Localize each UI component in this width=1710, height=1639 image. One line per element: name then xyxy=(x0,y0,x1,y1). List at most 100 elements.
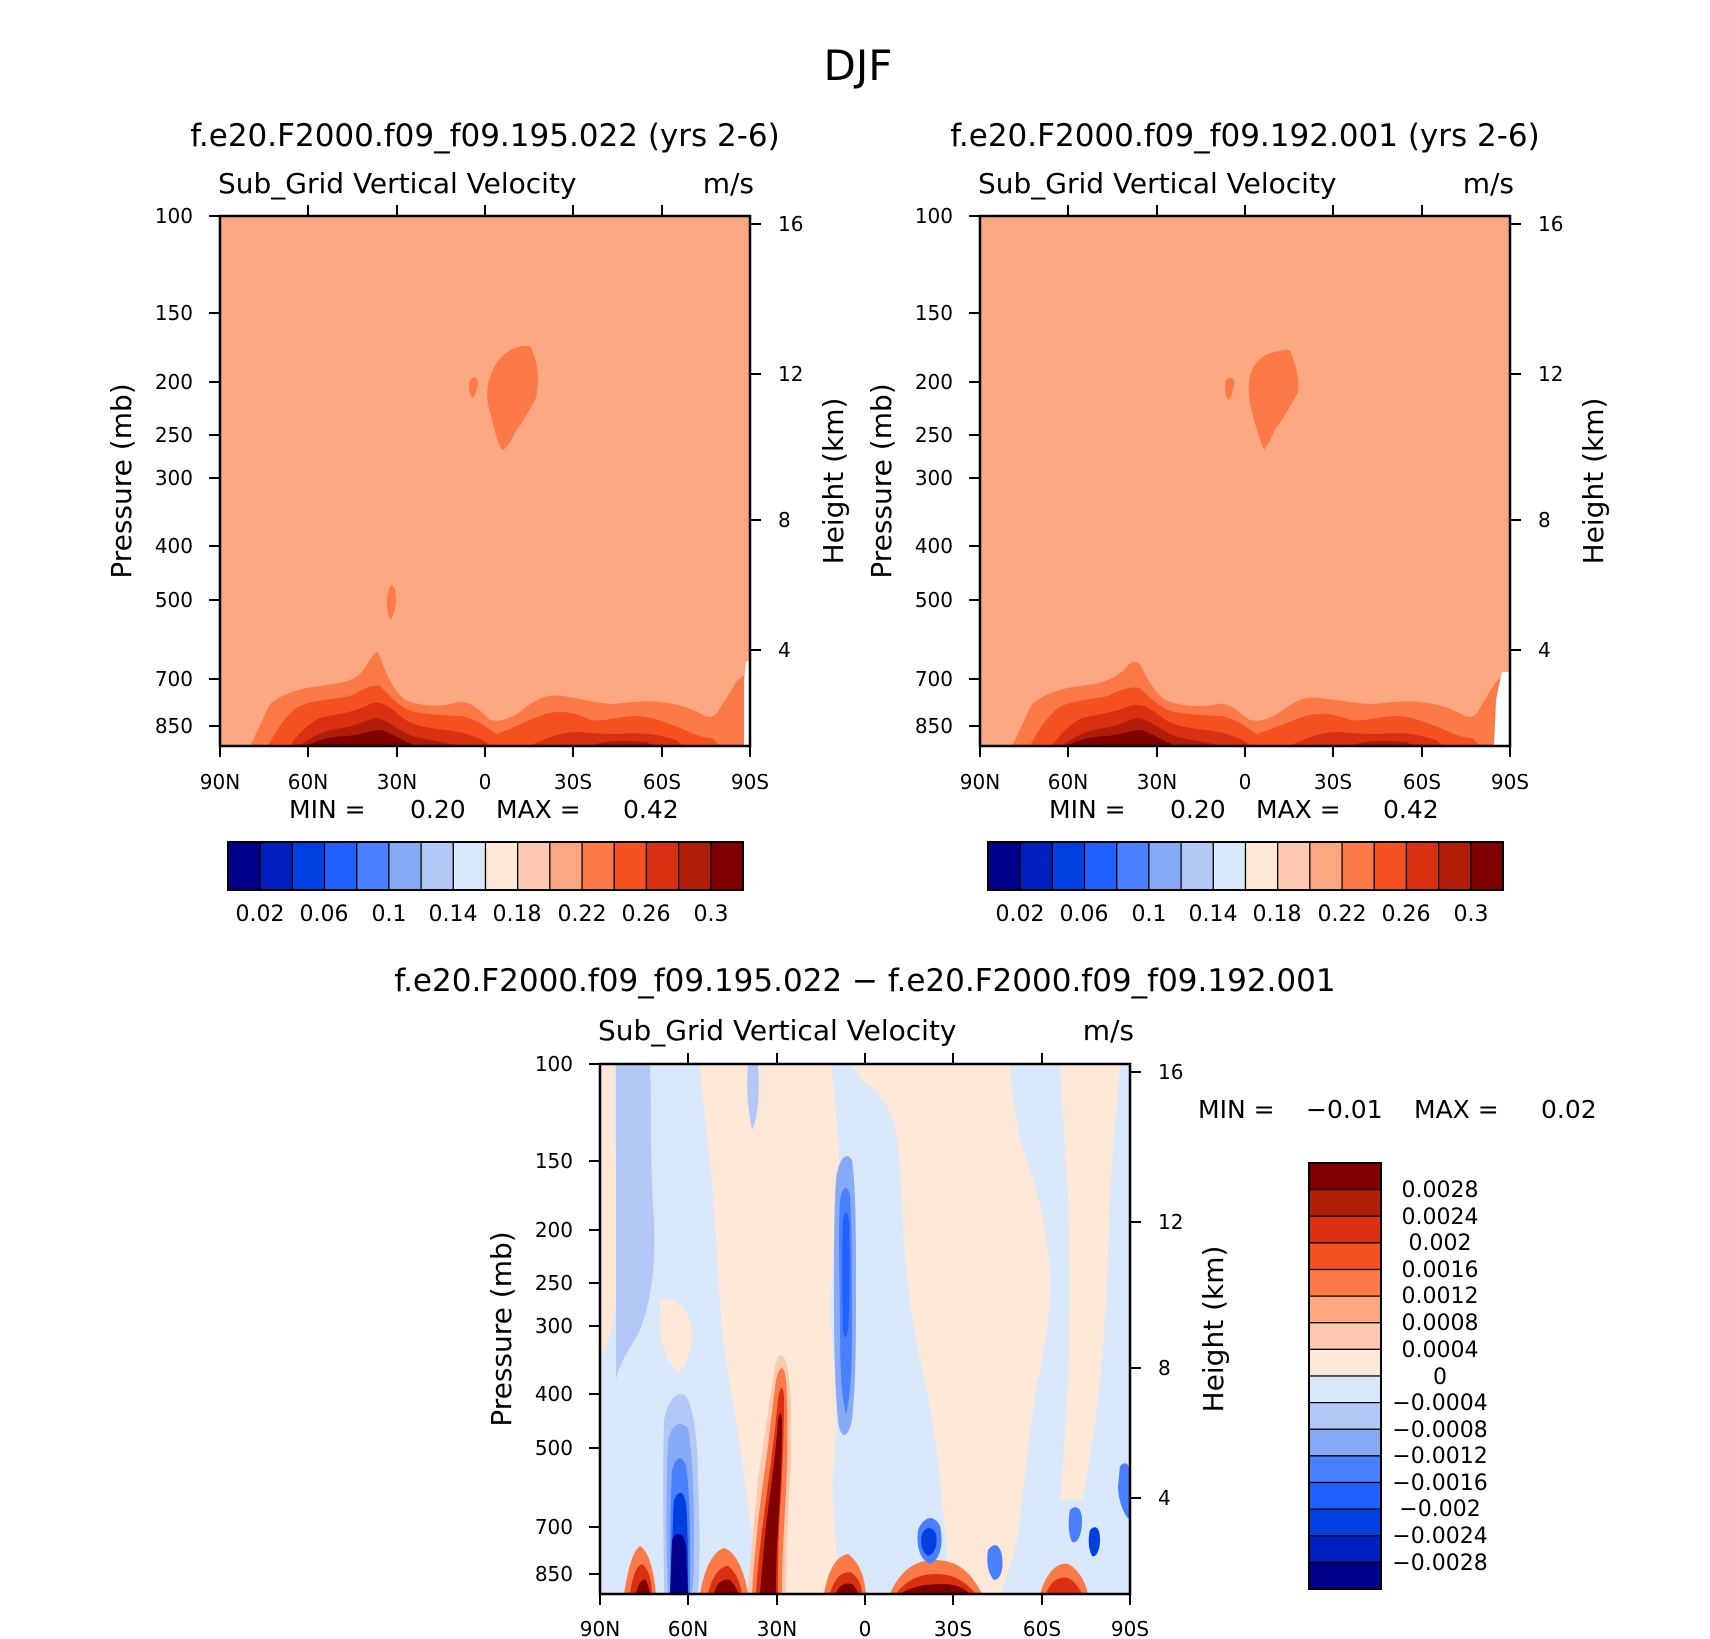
panel-b-colorbar xyxy=(987,841,1504,891)
x-tick-label: 90S xyxy=(731,770,769,794)
colorbar-tick-label: 0.14 xyxy=(1189,902,1238,927)
height-tick-label: 8 xyxy=(1158,1356,1171,1380)
colorbar-swatch xyxy=(1308,1242,1382,1271)
mid-blob xyxy=(387,585,396,620)
lower-band-5 xyxy=(1066,730,1176,746)
right-edge-white xyxy=(1494,672,1510,746)
panel-c-right-ticks xyxy=(1130,1071,1141,1499)
y-tick-label: 850 xyxy=(155,714,193,738)
pos-lower-band xyxy=(624,1546,1088,1594)
colorbar-swatch xyxy=(1308,1295,1382,1324)
panel-b-minmax: MIN = 0.20 MAX = 0.42 xyxy=(1049,795,1439,824)
colorbar-tick-label: 0.0016 xyxy=(1402,1258,1479,1283)
upper-blob xyxy=(1248,350,1299,450)
colorbar-box xyxy=(987,841,1504,891)
colorbar-swatch xyxy=(388,841,422,891)
colorbar-swatch xyxy=(517,841,551,891)
panel-c: f.e20.F2000.f09_f09.195.022 − f.e20.F200… xyxy=(394,963,1596,1639)
height-tick-label: 8 xyxy=(778,508,791,532)
y-tick-label: 300 xyxy=(535,1314,573,1338)
colorbar-swatch xyxy=(1148,841,1182,891)
y-tick-label: 250 xyxy=(155,423,193,447)
max-label: MAX = xyxy=(496,795,581,824)
colorbar-box xyxy=(1308,1162,1382,1590)
max-value: 0.42 xyxy=(1383,795,1439,824)
colorbar-tick-label: 0.0028 xyxy=(1402,1178,1479,1203)
colorbar-swatch xyxy=(1180,841,1214,891)
panel-a-left-ticks xyxy=(209,215,220,727)
x-tick-label: 30S xyxy=(554,770,592,794)
colorbar-swatch xyxy=(1019,841,1053,891)
colorbar-swatch xyxy=(1308,1322,1382,1350)
colorbar-tick-label: 0.0012 xyxy=(1402,1284,1479,1309)
y-tick-label: 500 xyxy=(535,1436,573,1460)
colorbar-swatch xyxy=(1244,841,1279,891)
y-tick-label: 500 xyxy=(155,588,193,612)
colorbar-tick-label: 0.02 xyxy=(236,902,285,927)
right-edge-white xyxy=(744,660,750,746)
colorbar-swatch xyxy=(1308,1268,1382,1297)
colorbar-tick-label: −0.0004 xyxy=(1392,1391,1487,1416)
panel-c-field xyxy=(600,1064,1130,1594)
y-tick-label: 850 xyxy=(915,714,953,738)
y-tick-label: 200 xyxy=(535,1218,573,1242)
y-tick-label: 500 xyxy=(915,588,953,612)
panel-a-ylabel: Pressure (mb) xyxy=(105,383,138,578)
colorbar-tick-label: −0.0028 xyxy=(1392,1551,1487,1576)
neg-lower-spot xyxy=(1088,1527,1100,1557)
x-tick-label: 90N xyxy=(960,770,1000,794)
colorbar-swatch xyxy=(1212,841,1247,891)
colorbar-tick-label: −0.002 xyxy=(1399,1497,1480,1522)
y-tick-label: 250 xyxy=(915,423,953,447)
panel-a-x-ticks xyxy=(219,205,751,757)
panel-b-field xyxy=(980,216,1510,746)
panel-c-right-tick-labels: 16 12 8 4 xyxy=(1158,1060,1183,1510)
panel-b-colorbar-labels: 0.02 0.06 0.1 0.14 0.18 0.22 0.26 0.3 xyxy=(996,902,1489,927)
panel-c-minmax: MIN = −0.01 MAX = 0.02 xyxy=(1198,1095,1597,1124)
colorbar-tick-label: −0.0024 xyxy=(1392,1524,1487,1549)
panel-b-left-ticks xyxy=(969,215,980,727)
height-tick-label: 12 xyxy=(778,362,803,386)
colorbar-tick-label: 0.22 xyxy=(558,902,607,927)
y-tick-label: 300 xyxy=(915,466,953,490)
colorbar-swatch xyxy=(1405,841,1440,891)
panel-b-right-tick-labels: 16 12 8 4 xyxy=(1538,212,1563,662)
min-label: MIN = xyxy=(1049,795,1126,824)
y-tick-label: 300 xyxy=(155,466,193,490)
colorbar-swatch xyxy=(645,841,680,891)
colorbar-swatch xyxy=(1373,841,1408,891)
y-tick-label: 100 xyxy=(915,204,953,228)
colorbar-swatch xyxy=(987,841,1021,891)
panel-a-units: m/s xyxy=(703,167,754,200)
x-tick-label: 30S xyxy=(1314,770,1352,794)
pos-spike xyxy=(760,1413,782,1594)
colorbar-tick-label: 0.26 xyxy=(1382,902,1431,927)
pos-lower-band xyxy=(636,1579,970,1594)
panel-b-units: m/s xyxy=(1463,167,1514,200)
x-tick-label: 0 xyxy=(859,1617,872,1639)
panel-c-variable: Sub_Grid Vertical Velocity xyxy=(598,1014,957,1047)
colorbar-swatch xyxy=(581,841,615,891)
panel-c-ylabel: Pressure (mb) xyxy=(485,1231,518,1426)
panel-b-right-ticks xyxy=(1510,223,1521,651)
figure-title: DJF xyxy=(824,41,893,90)
height-tick-label: 4 xyxy=(1158,1486,1171,1510)
colorbar-tick-label: 0.06 xyxy=(1060,902,1109,927)
colorbar-swatch xyxy=(1308,1508,1382,1537)
y-tick-label: 850 xyxy=(535,1562,573,1586)
colorbar-swatch xyxy=(1277,841,1311,891)
colorbar-tick-label: 0.26 xyxy=(622,902,671,927)
colorbar-swatch xyxy=(1308,1428,1382,1457)
panel-c-ylabel-right: Height (km) xyxy=(1197,1246,1230,1413)
y-tick-label: 400 xyxy=(155,534,193,558)
x-tick-label: 30N xyxy=(377,770,417,794)
y-tick-label: 250 xyxy=(535,1271,573,1295)
x-tick-label: 60N xyxy=(1048,770,1088,794)
colorbar-tick-label: 0.18 xyxy=(493,902,542,927)
colorbar-swatch xyxy=(1308,1215,1382,1244)
panel-b-x-ticks xyxy=(979,205,1511,757)
field-background xyxy=(980,216,1510,746)
colorbar-swatch xyxy=(1308,1561,1382,1590)
colorbar-swatch xyxy=(1308,1535,1382,1563)
colorbar-swatch xyxy=(1308,1348,1382,1377)
